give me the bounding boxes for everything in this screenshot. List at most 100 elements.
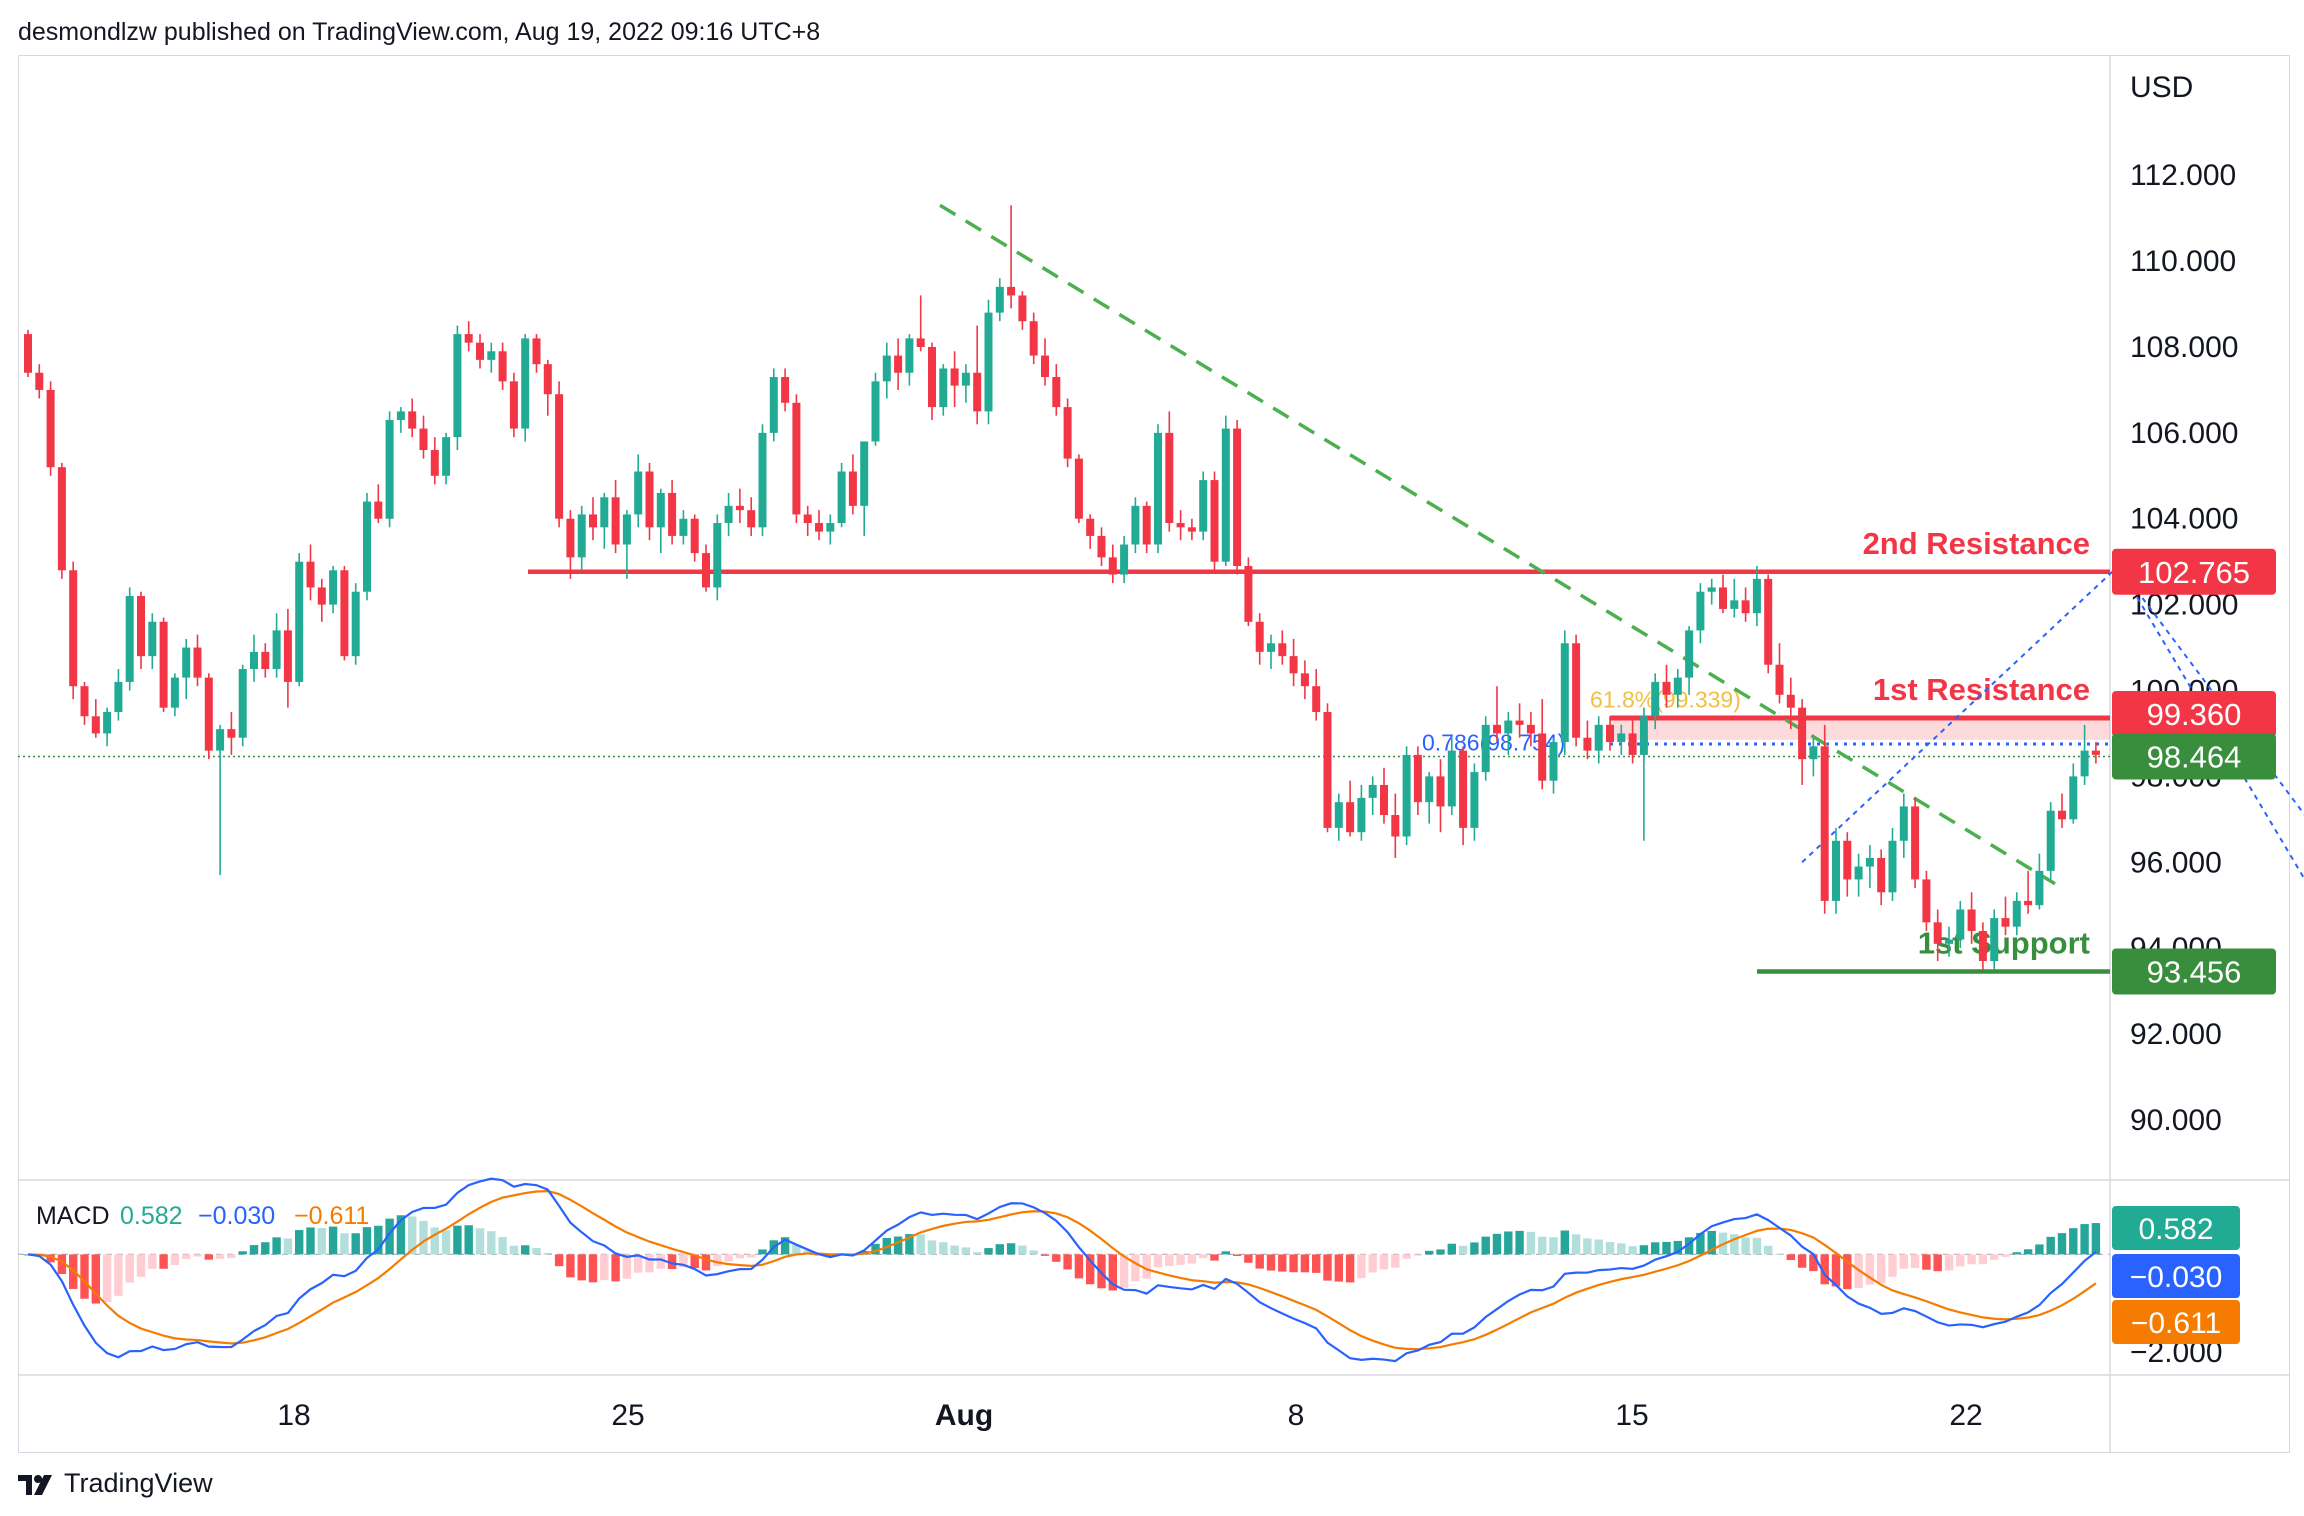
macd-histogram-bar	[1797, 1254, 1807, 1268]
macd-histogram-bar	[1142, 1254, 1151, 1279]
macd-histogram-bar	[1165, 1254, 1174, 1266]
candle-body	[1493, 724, 1501, 734]
candle-body	[555, 394, 564, 519]
macd-histogram-bar	[136, 1254, 146, 1277]
candle-body	[476, 342, 484, 360]
candle-body	[611, 497, 620, 545]
macd-histogram-bar	[182, 1254, 191, 1260]
price-tick-label: 96.000	[2130, 846, 2222, 879]
candle-body	[2069, 776, 2078, 820]
candle-body	[735, 505, 744, 511]
candle-body	[2001, 918, 2010, 927]
candle-body	[329, 570, 338, 605]
candle-body	[973, 372, 982, 412]
candle-body	[1346, 802, 1355, 833]
macd-histogram-bar	[170, 1254, 180, 1266]
candle-body	[939, 368, 948, 408]
candle-body	[848, 471, 857, 506]
macd-histogram-bar	[408, 1216, 417, 1255]
candle-body	[385, 419, 394, 519]
candle-body	[453, 334, 462, 438]
candle-body	[1312, 686, 1321, 712]
macd-histogram-bar	[984, 1248, 993, 1255]
macd-histogram-bar	[215, 1254, 225, 1259]
candle-body	[668, 492, 677, 536]
candle-body	[1990, 918, 1999, 962]
candle-body	[103, 711, 112, 734]
macd-histogram-bar	[1617, 1243, 1626, 1255]
macd-histogram-bar	[566, 1254, 575, 1278]
price-tick-label: 106.000	[2130, 417, 2238, 450]
macd-histogram-bar	[600, 1254, 609, 1281]
macd-histogram-bar	[1605, 1242, 1615, 1255]
macd-histogram-bar	[1210, 1254, 1219, 1261]
candle-body	[702, 553, 710, 588]
candle-body	[2058, 810, 2066, 820]
candle-body	[295, 561, 304, 682]
candle-body	[182, 647, 191, 678]
candle-body	[306, 561, 315, 588]
candle-body	[125, 596, 134, 682]
macd-badge: −0.611	[2131, 1307, 2221, 1340]
candle-body	[1131, 505, 1140, 545]
candle-body	[1572, 643, 1581, 738]
tradingview-footer[interactable]: TradingView	[18, 1468, 213, 1499]
candle-body	[724, 505, 733, 524]
chart-frame[interactable]	[18, 55, 2290, 1453]
macd-histogram-bar	[283, 1238, 293, 1255]
candle-body	[1142, 505, 1151, 545]
candle-body	[351, 591, 360, 657]
macd-histogram-bar	[1232, 1254, 1242, 1256]
level-label: 1st Resistance	[1873, 672, 2090, 707]
macd-histogram-bar	[430, 1227, 439, 1255]
candle-body	[961, 372, 970, 386]
macd-histogram-bar	[1492, 1233, 1502, 1255]
candle-body	[713, 523, 722, 588]
macd-histogram-bar	[295, 1230, 304, 1255]
level-badge-1st-resistance-bg	[2112, 690, 2276, 737]
candle-body	[679, 518, 688, 536]
macd-histogram-bar	[1368, 1254, 1377, 1273]
price-tick-label: 92.000	[2130, 1018, 2222, 1051]
macd-histogram-bar	[1221, 1251, 1230, 1255]
macd-histogram-bar	[1176, 1254, 1185, 1265]
candle-body	[1764, 578, 1773, 665]
macd-histogram-bar	[1312, 1254, 1321, 1273]
candle-body	[1323, 711, 1332, 828]
macd-histogram-bar	[521, 1245, 530, 1255]
macd-histogram-bar	[735, 1254, 745, 1259]
candle-body	[216, 729, 225, 751]
macd-histogram-bar	[114, 1254, 123, 1296]
macd-histogram-bar	[1029, 1250, 1038, 1255]
macd-histogram-bar	[1990, 1254, 1999, 1260]
candle-body	[995, 286, 1004, 313]
candle-body	[250, 651, 258, 670]
macd-histogram-bar	[961, 1247, 971, 1255]
candle-body	[1074, 458, 1083, 519]
macd-histogram-bar	[317, 1227, 326, 1255]
candle-body	[1978, 930, 1987, 962]
candle-body	[498, 351, 507, 382]
candle-body	[261, 651, 270, 670]
candle-body	[1685, 630, 1694, 678]
candle-body	[1097, 535, 1106, 558]
macd-histogram-bar	[1684, 1237, 1694, 1255]
candle-body	[1029, 321, 1038, 356]
candle-body	[148, 621, 157, 657]
candle-body	[1154, 432, 1162, 545]
macd-histogram-bar	[1255, 1254, 1264, 1269]
candle-body	[80, 686, 89, 717]
candle-body	[950, 368, 959, 386]
macd-badge-bg	[2112, 1300, 2240, 1344]
macd-histogram-bar	[1560, 1230, 1569, 1255]
macd-histogram-bar	[1888, 1254, 1897, 1277]
macd-histogram-bar	[634, 1254, 643, 1273]
level-label: 2nd Resistance	[1863, 526, 2090, 561]
macd-badge: −0.030	[2130, 1261, 2223, 1294]
candle-body	[837, 471, 846, 524]
candle-body	[1707, 587, 1716, 592]
macd-histogram-bar	[441, 1230, 451, 1255]
candle-body	[114, 681, 123, 712]
macd-histogram-bar	[871, 1243, 880, 1255]
